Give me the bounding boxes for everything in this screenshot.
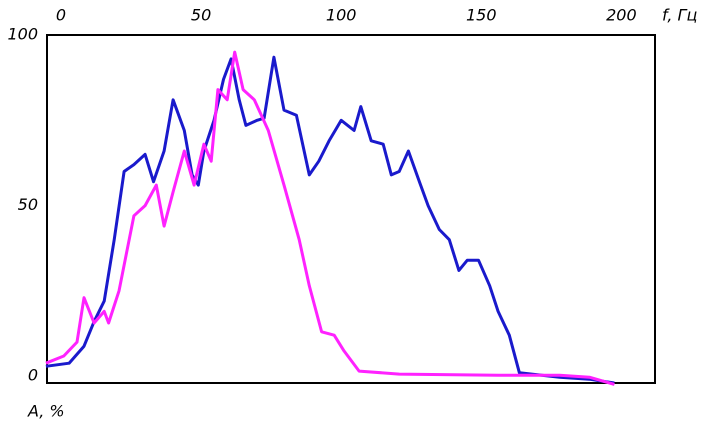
data-line	[45, 55, 615, 385]
y-tick-label: 0	[28, 366, 38, 385]
y-tick-label: 100	[7, 25, 38, 44]
plot-frame	[46, 34, 656, 384]
x-tick-label: 100	[326, 6, 357, 25]
x-tick-label: 200	[606, 6, 637, 25]
y-axis-label: A, %	[27, 402, 65, 421]
data-line	[45, 50, 615, 386]
x-tick-label: 150	[466, 6, 497, 25]
y-tick-label: 50	[18, 195, 38, 214]
x-axis-label: f, Гц	[662, 6, 697, 25]
x-tick-label: 50	[191, 6, 211, 25]
x-tick-label: 0	[56, 6, 66, 25]
